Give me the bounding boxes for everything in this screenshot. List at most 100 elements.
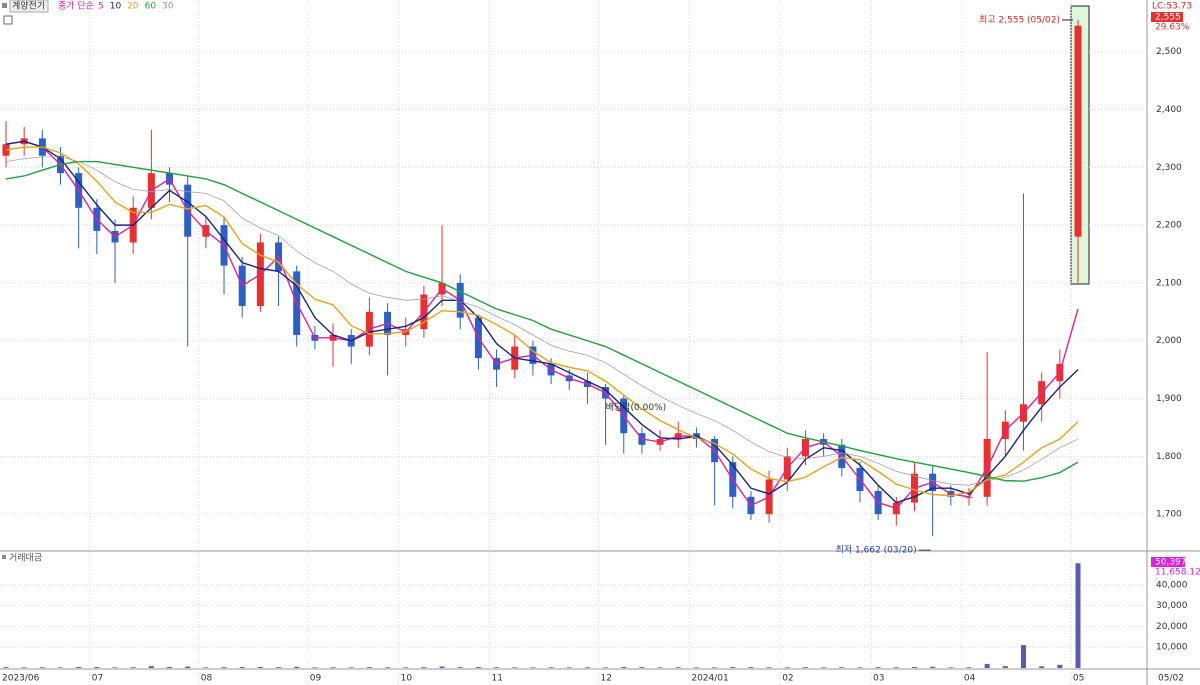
x-tick-label: 03 xyxy=(873,674,884,684)
volume-bar xyxy=(439,666,445,668)
volume-bar xyxy=(548,667,554,668)
volume-bar xyxy=(1075,563,1081,668)
y-tick-label: 1,800 xyxy=(1156,452,1182,462)
volume-bar xyxy=(348,667,354,668)
volume-bar xyxy=(385,667,391,668)
x-tick-label: 05 xyxy=(1073,674,1084,684)
volume-bar xyxy=(639,667,645,668)
volume-bar xyxy=(312,667,318,668)
volume-bar xyxy=(530,667,536,668)
x-tick-label: 08 xyxy=(201,674,213,684)
volume-bar xyxy=(58,667,64,668)
volume-tag xyxy=(1151,557,1185,567)
legend-entry: 30 xyxy=(162,2,174,12)
volume-bar xyxy=(148,666,154,668)
volume-bar xyxy=(257,666,263,668)
volume-bar xyxy=(185,666,191,668)
volume-bar xyxy=(167,666,173,668)
last-volume-label: 50,397 xyxy=(1155,558,1187,568)
last-price-label: 2,555 xyxy=(1155,13,1181,23)
volume-bar xyxy=(584,667,590,668)
icon xyxy=(3,15,13,25)
volume-bar xyxy=(221,667,227,668)
icon xyxy=(2,555,6,559)
volume-bar xyxy=(693,667,699,668)
volume-bar xyxy=(784,667,790,668)
y-tick-label: 10,000 xyxy=(1156,643,1188,653)
y-tick-label: 20,000 xyxy=(1156,622,1188,632)
volume-bar xyxy=(984,663,990,668)
low-annotation: 최저 1,662 (03/20) xyxy=(836,545,917,556)
volume-bar xyxy=(94,667,100,668)
volume-bar xyxy=(603,667,609,668)
volume-bar xyxy=(657,667,663,668)
y-tick-label: 2,200 xyxy=(1156,221,1182,231)
volume-bar xyxy=(857,667,863,668)
lc-label: LC:53.73 xyxy=(1152,2,1192,12)
legend-entry: 5 xyxy=(98,2,104,12)
volume-bar xyxy=(966,667,972,668)
volume-bar xyxy=(1039,666,1045,668)
volume-bar xyxy=(76,666,82,668)
y-tick-label: 2,000 xyxy=(1156,336,1182,346)
volume-bar xyxy=(821,667,827,668)
volume-bar xyxy=(748,667,754,668)
title-box xyxy=(9,0,49,13)
ma-line xyxy=(5,156,1079,486)
volume-bar xyxy=(730,667,736,668)
panel-title: 거래대금 xyxy=(9,553,42,564)
volume-bar xyxy=(21,667,27,668)
x-tick-label: 11 xyxy=(491,674,502,684)
x-tick-label: 10 xyxy=(401,674,413,684)
x-tick-label: 07 xyxy=(92,674,103,684)
volume-bar xyxy=(802,667,808,668)
volume-bar xyxy=(3,667,9,668)
volume-bar xyxy=(675,667,681,668)
volume-bar xyxy=(276,667,282,668)
x-tick-label: 04 xyxy=(964,674,976,684)
avg-volume-label: 11,658.12 xyxy=(1155,568,1200,578)
y-tick-label: 30,000 xyxy=(1156,601,1188,611)
y-tick-label: 2,100 xyxy=(1156,278,1182,288)
volume-bar xyxy=(330,667,336,668)
legend-entry: 20 xyxy=(127,2,139,12)
volume-bar xyxy=(366,667,372,668)
volume-bar xyxy=(203,667,209,668)
volume-bar xyxy=(875,667,881,668)
x-tick-label: 2023/06 xyxy=(2,674,40,684)
volume-bar xyxy=(294,666,300,668)
x-tick-label: 2024/01 xyxy=(691,674,728,684)
candle-body xyxy=(1074,25,1082,237)
volume-bar xyxy=(839,667,845,668)
volume-bar xyxy=(621,666,627,668)
ma-line xyxy=(5,146,1079,497)
x-tick-label: 12 xyxy=(601,674,612,684)
volume-bar xyxy=(112,667,118,668)
chart-title: 계양전기 xyxy=(12,0,45,12)
volume-bar xyxy=(512,667,518,668)
volume-bar xyxy=(930,666,936,668)
y-tick-label: 2,500 xyxy=(1156,47,1182,57)
volume-bar xyxy=(566,667,572,668)
volume-bar xyxy=(475,667,481,668)
volume-bar xyxy=(911,667,917,668)
volume-bar xyxy=(403,667,409,668)
volume-bar xyxy=(948,667,954,668)
y-tick-label: 40,000 xyxy=(1156,580,1188,590)
ma-label: 종가 단순 xyxy=(58,1,94,12)
volume-bar xyxy=(1020,645,1026,668)
volume-bar xyxy=(239,667,245,668)
legend-entry: 60 xyxy=(145,2,157,12)
x-tick-label: 02 xyxy=(782,674,793,684)
volume-bar xyxy=(893,667,899,668)
volume-bar xyxy=(766,667,772,668)
volume-bar xyxy=(1002,666,1008,668)
volume-bar xyxy=(39,667,45,668)
volume-bar xyxy=(1057,664,1063,668)
x-tick-label: 09 xyxy=(310,674,322,684)
legend-entry: 10 xyxy=(110,2,122,12)
volume-bar xyxy=(457,667,463,668)
y-tick-label: 2,400 xyxy=(1156,105,1182,115)
